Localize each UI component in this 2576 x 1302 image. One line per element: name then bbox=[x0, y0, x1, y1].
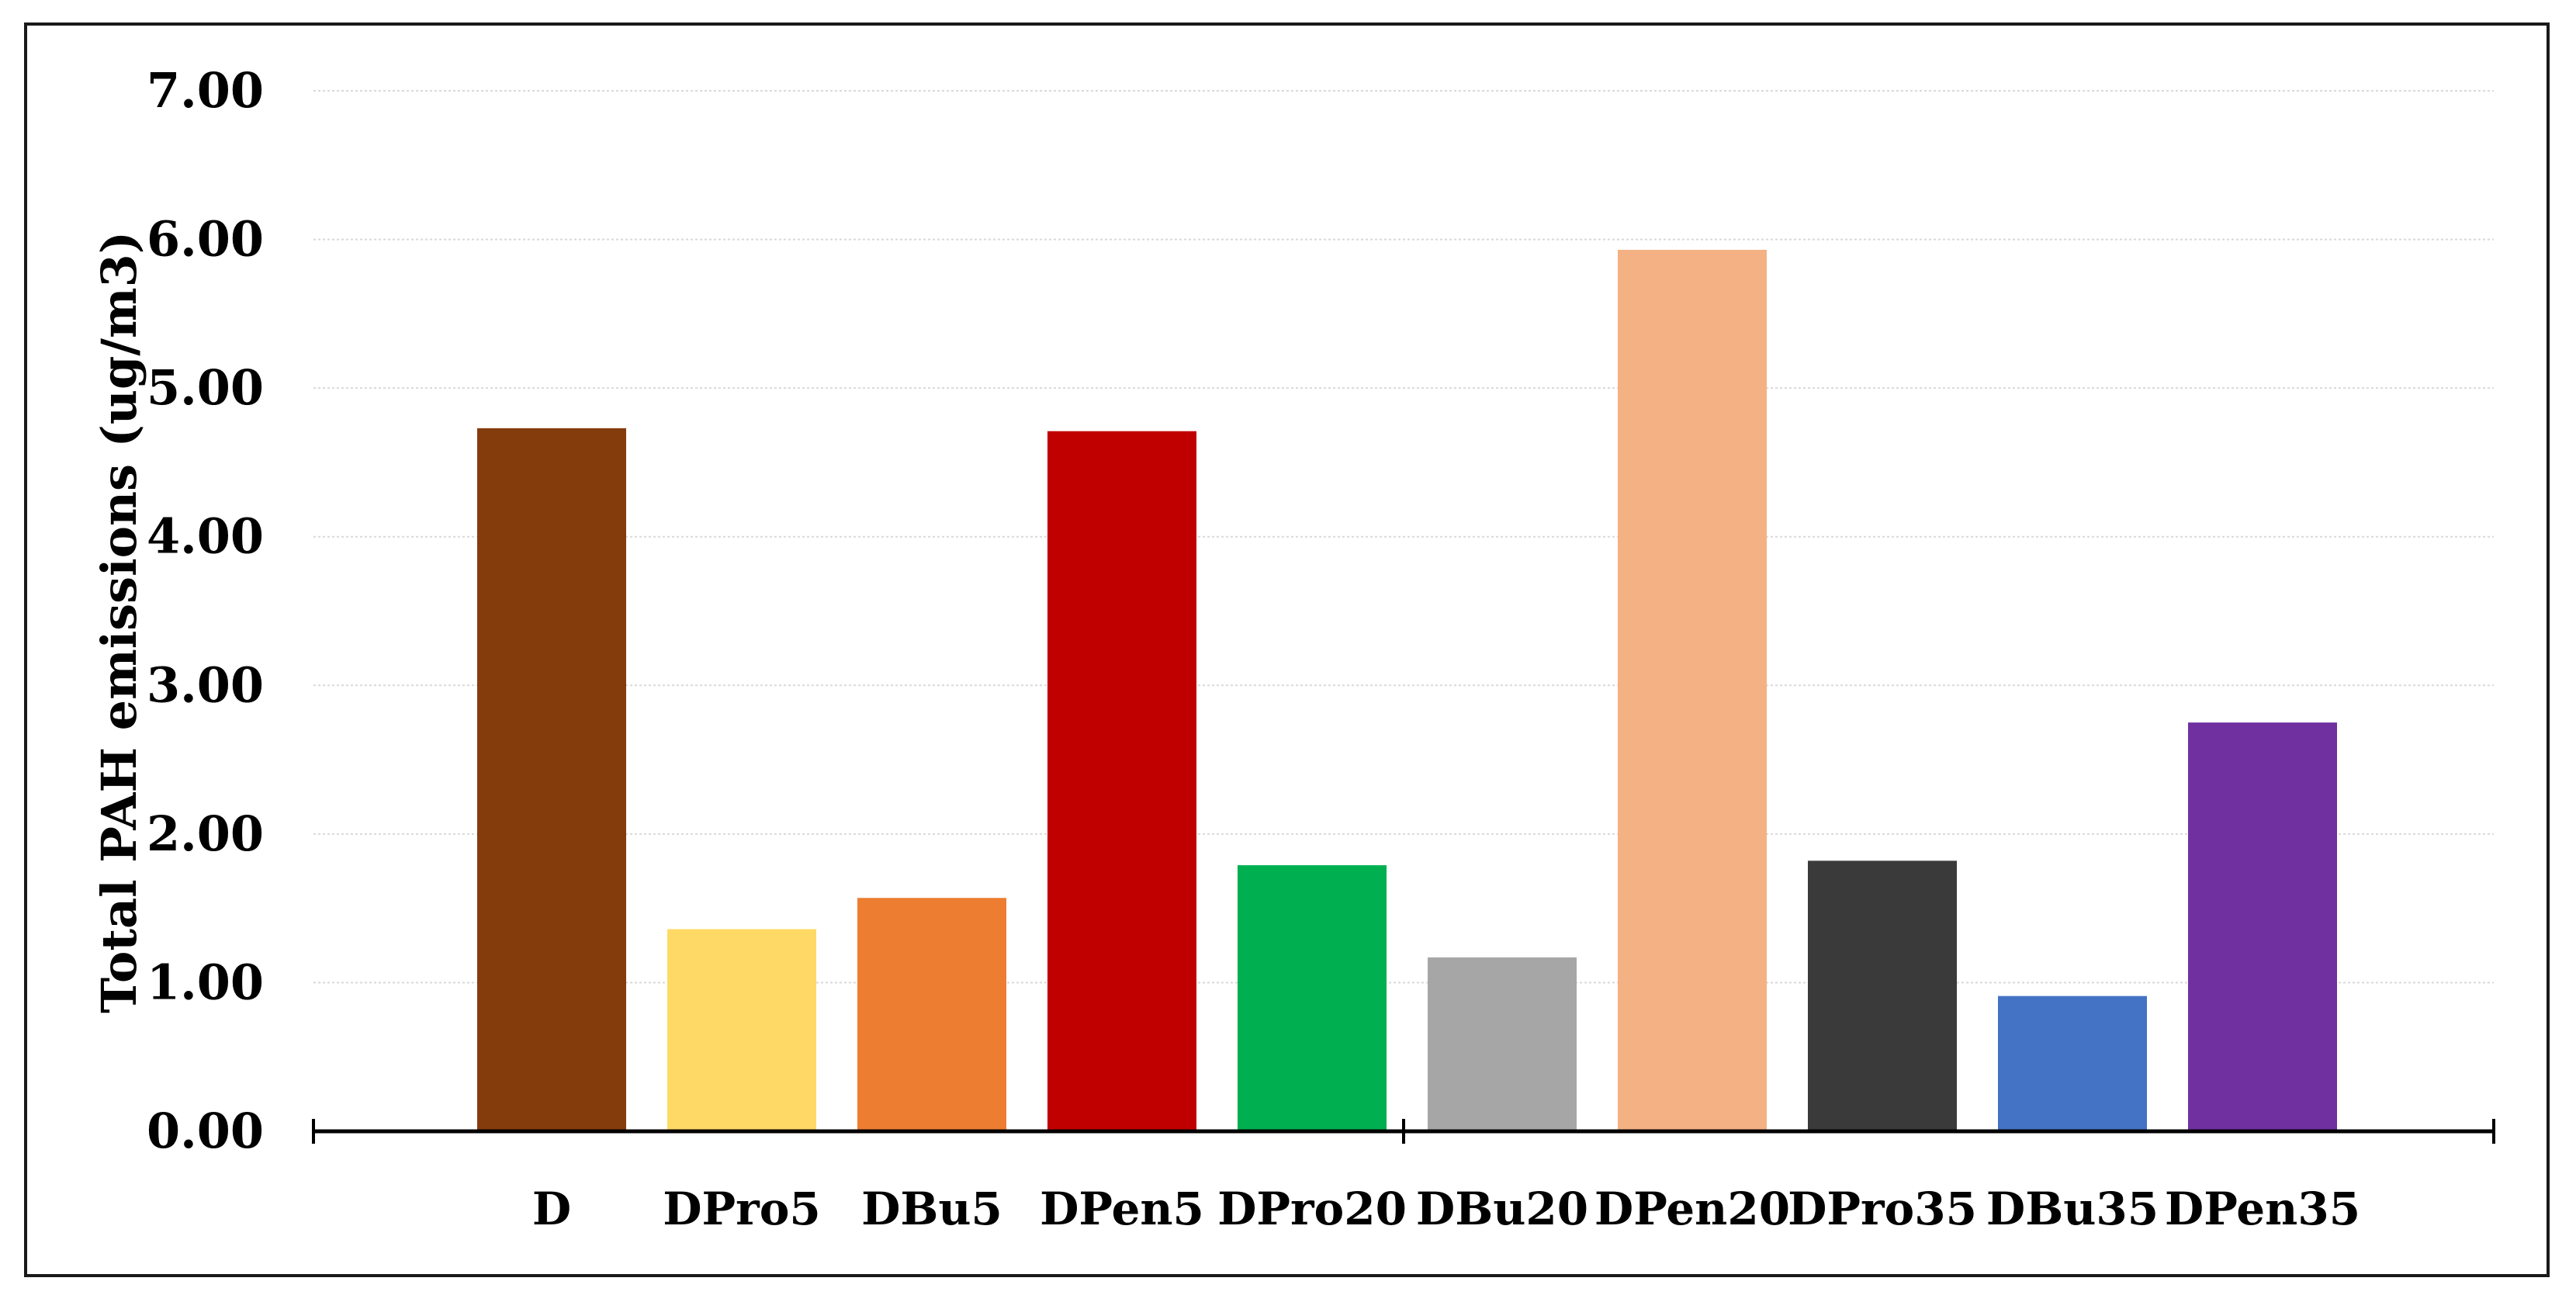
x-category-label: DPen5 bbox=[1040, 1183, 1204, 1235]
bars bbox=[477, 249, 2337, 1131]
bar-dpen35 bbox=[2188, 722, 2337, 1131]
y-tick-label: 5.00 bbox=[147, 359, 264, 416]
axes bbox=[312, 1119, 2495, 1144]
bar-dbu20 bbox=[1428, 957, 1577, 1131]
y-tick-label: 3.00 bbox=[147, 656, 264, 713]
bar-dpro5 bbox=[667, 929, 816, 1131]
bar-dbu35 bbox=[1998, 996, 2147, 1131]
x-category-label: DBu20 bbox=[1416, 1183, 1588, 1235]
x-category-label: DPen35 bbox=[2165, 1183, 2360, 1235]
y-tick-label: 6.00 bbox=[147, 211, 264, 268]
bar-dpen5 bbox=[1047, 431, 1196, 1131]
x-category-label: DBu35 bbox=[1986, 1183, 2159, 1235]
y-tick-label: 7.00 bbox=[147, 62, 264, 119]
bar-dbu5 bbox=[857, 898, 1006, 1131]
bar-dpro35 bbox=[1808, 860, 1957, 1131]
bar-d bbox=[477, 428, 626, 1131]
y-axis-title: Total PAH emissions (ug/m3) bbox=[91, 231, 147, 1013]
y-tick-label: 0.00 bbox=[147, 1103, 264, 1159]
y-tick-label: 1.00 bbox=[147, 954, 264, 1010]
y-tick-labels: 0.00 1.00 2.00 3.00 4.00 5.00 6.00 7.00 bbox=[147, 62, 264, 1159]
y-tick-label: 4.00 bbox=[147, 508, 264, 565]
x-category-label: DPro20 bbox=[1217, 1183, 1407, 1235]
x-category-label: DPro35 bbox=[1788, 1183, 1977, 1235]
x-category-label: DPen20 bbox=[1594, 1183, 1790, 1235]
x-category-label: D bbox=[532, 1183, 571, 1235]
y-tick-label: 2.00 bbox=[147, 805, 264, 862]
bar-dpro20 bbox=[1238, 865, 1387, 1131]
x-category-label: DPro5 bbox=[663, 1183, 821, 1235]
gridlines bbox=[313, 90, 2494, 984]
x-category-label: DBu5 bbox=[861, 1183, 1002, 1235]
bar-dpen20 bbox=[1618, 249, 1767, 1131]
